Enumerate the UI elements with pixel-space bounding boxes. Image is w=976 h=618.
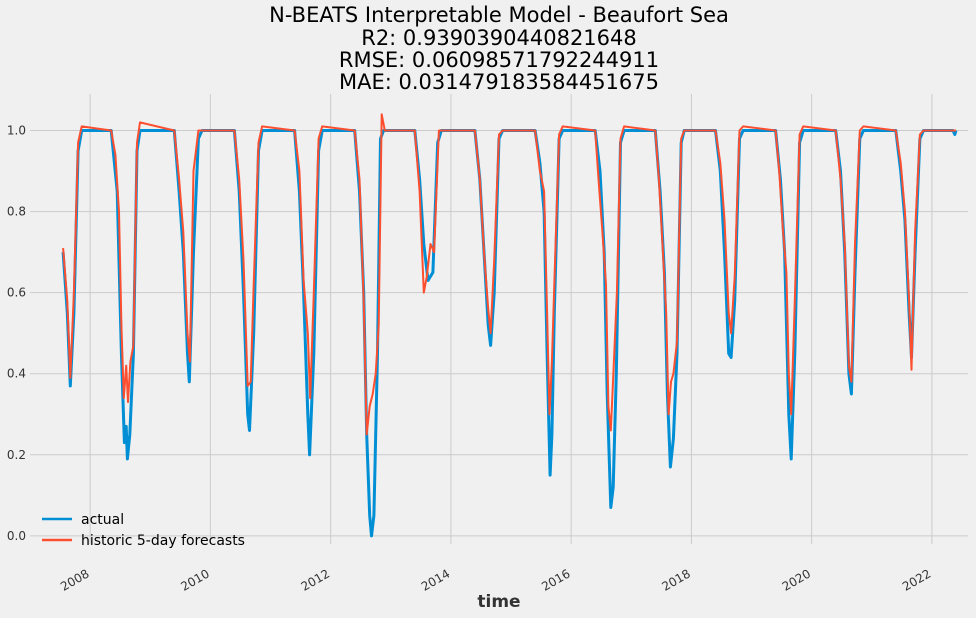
x-axis-label: time xyxy=(477,592,520,612)
legend: actual historic 5-day forecasts xyxy=(42,512,245,549)
plot-series xyxy=(61,113,958,538)
series-line-forecast xyxy=(62,113,956,436)
legend-label-forecast: historic 5-day forecasts xyxy=(81,533,245,549)
y-tick-label: 0.0 xyxy=(7,529,26,543)
title-line-3: RMSE: 0.06098571792244911 xyxy=(339,48,659,72)
y-tick-label: 0.6 xyxy=(7,286,26,300)
y-tick-label: 0.8 xyxy=(7,205,26,219)
legend-label-actual: actual xyxy=(81,512,124,528)
y-axis-ticks: 0.0 0.2 0.4 0.6 0.8 1.0 xyxy=(7,123,26,542)
y-tick-label: 1.0 xyxy=(7,123,26,137)
y-tick-label: 0.2 xyxy=(7,448,26,462)
title-line-4: MAE: 0.031479183584451675 xyxy=(339,70,659,94)
title-line-2: R2: 0.9390390440821648 xyxy=(361,26,637,50)
y-tick-label: 0.4 xyxy=(7,367,26,381)
chart-title: N-BEATS Interpretable Model - Beaufort S… xyxy=(269,3,729,94)
title-line-1: N-BEATS Interpretable Model - Beaufort S… xyxy=(269,3,729,27)
